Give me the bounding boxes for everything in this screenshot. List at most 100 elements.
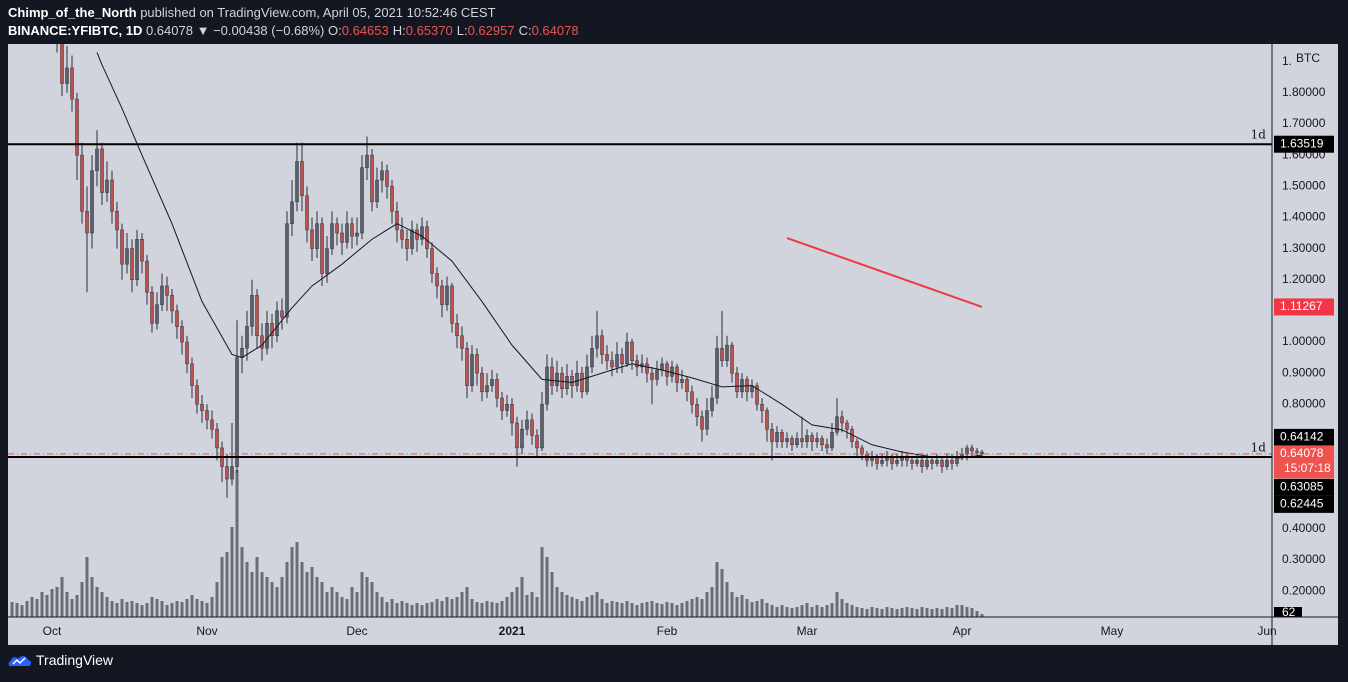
candle-body [505,404,509,411]
volume-bar [840,599,844,617]
volume-bar [530,592,534,617]
volume-bar [865,609,869,617]
volume-bar [670,603,674,617]
candle-body [910,460,914,464]
y-tick-label: 1.50000 [1282,178,1326,192]
candle-body [570,376,574,386]
candle-body [550,366,554,386]
volume-label-box [1274,607,1302,617]
volume-bar [975,611,979,617]
volume-bar [200,601,204,617]
moving-average [96,52,983,459]
candle-body [185,341,189,365]
candle-body [730,344,734,374]
candle-body [790,438,794,446]
volume-bar [915,609,919,617]
volume-bar [70,599,74,617]
change: ▼ −0.00438 (−0.68%) [196,23,325,38]
candle-body [515,422,519,449]
candle-body [330,223,334,249]
volume-bar [965,607,969,617]
candle-body [250,295,254,327]
volume-bar [500,601,504,617]
candle-body [85,210,89,234]
candle-body [545,366,549,405]
volume-bar [290,547,294,617]
volume-bar [25,601,29,617]
x-tick-label: 2021 [499,624,526,638]
volume-bar [335,592,339,617]
volume-bar [800,605,804,617]
candle-body [110,179,114,212]
candle-body [100,148,104,193]
line-label: 1d [1251,440,1267,454]
volume-bar [460,592,464,617]
volume-bar [425,603,429,617]
volume-bar [235,470,239,617]
volume-bar [580,601,584,617]
volume-bar [750,602,754,617]
volume-bar [790,608,794,617]
price-label: 0.64142 [1280,430,1324,444]
candle-body [480,372,484,393]
logo [8,656,31,666]
volume-bar [485,601,489,617]
volume-bar [450,599,454,617]
volume-bar [100,592,104,617]
volume-bar [695,597,699,617]
candle-body [810,435,814,442]
candle-body [925,460,929,467]
candle-body [125,248,129,265]
candle-body [620,354,624,365]
volume-bar [715,562,719,617]
volume-bar [660,604,664,617]
candle-body [915,460,919,464]
volume-bar [310,567,314,617]
candle-body [835,416,839,433]
volume-bar [400,601,404,617]
volume-bar [465,587,469,617]
candle-body [630,341,634,361]
candle-body [805,435,809,442]
volume-bar [540,547,544,617]
volume-bar [340,597,344,617]
candle-body [845,422,849,430]
volume-bar [755,601,759,617]
candle-body [520,428,524,449]
volume-bar [875,608,879,617]
volume-bar [940,609,944,617]
line-label: 1d [1251,128,1267,142]
volume-bar [645,602,649,617]
candle-body [595,335,599,349]
x-tick-label: Feb [657,624,678,638]
candle-body [65,67,69,84]
candle-body [555,372,559,386]
candle-body [670,366,674,377]
y-tick-label: 1.70000 [1282,116,1326,130]
candle-body [610,360,614,368]
volume-bar [650,601,654,617]
candle-body [435,273,439,287]
candle-body [195,385,199,405]
candle-body [240,348,244,358]
candle-body [215,428,219,449]
volume-bar [15,603,19,617]
candle-body [305,195,309,231]
candle-body [440,285,444,305]
volume-bar [505,597,509,617]
candle-body [290,201,294,224]
candle-body [975,450,979,453]
y-tick-label: 1. [1282,54,1292,68]
volume-bar [370,582,374,617]
volume-bar [150,597,154,617]
candle-body [320,223,324,274]
volume-bar [350,587,354,617]
volume-bar [920,607,924,617]
volume-bar [120,599,124,617]
candle-body [455,323,459,337]
candle-body [710,397,714,411]
candle-body [150,291,154,324]
candle-body [470,354,474,386]
